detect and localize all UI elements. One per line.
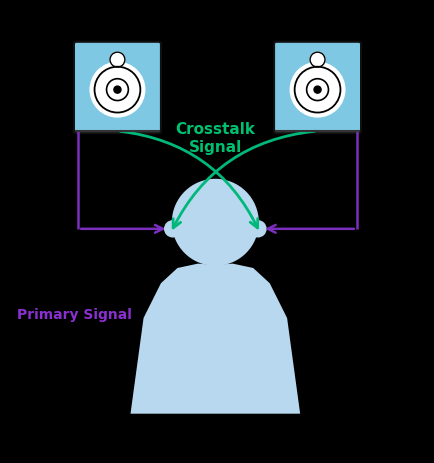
Text: Primary Signal: Primary Signal <box>17 307 132 321</box>
Circle shape <box>101 74 134 107</box>
Circle shape <box>110 53 125 68</box>
Circle shape <box>289 63 344 118</box>
FancyBboxPatch shape <box>74 43 161 134</box>
Circle shape <box>300 74 333 107</box>
Circle shape <box>114 87 121 94</box>
Circle shape <box>90 63 145 118</box>
Circle shape <box>171 179 258 266</box>
Circle shape <box>309 53 324 68</box>
Circle shape <box>313 87 320 94</box>
Text: Crosstalk
Signal: Crosstalk Signal <box>175 122 255 154</box>
Circle shape <box>164 221 181 238</box>
FancyBboxPatch shape <box>273 43 360 134</box>
Circle shape <box>249 221 266 238</box>
Polygon shape <box>130 264 299 414</box>
